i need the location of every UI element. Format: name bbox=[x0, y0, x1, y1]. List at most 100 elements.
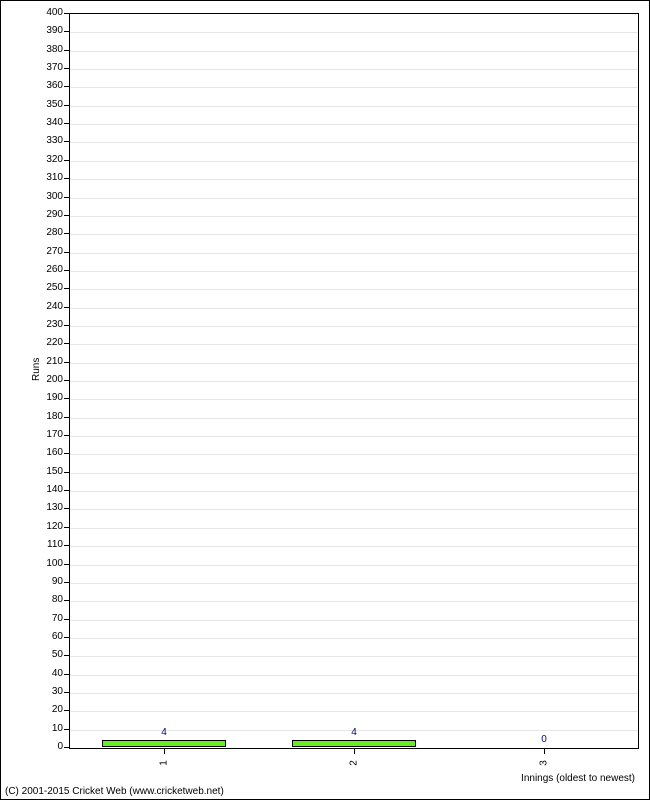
y-tick-mark bbox=[64, 50, 69, 51]
plot-area bbox=[69, 13, 639, 749]
y-tick-label: 340 bbox=[23, 118, 63, 128]
gridline bbox=[70, 32, 638, 33]
gridline bbox=[70, 51, 638, 52]
y-tick-mark bbox=[64, 270, 69, 271]
y-tick-label: 150 bbox=[23, 467, 63, 477]
gridline bbox=[70, 675, 638, 676]
y-tick-label: 180 bbox=[23, 412, 63, 422]
y-tick-label: 90 bbox=[23, 577, 63, 587]
y-tick-label: 250 bbox=[23, 283, 63, 293]
gridline bbox=[70, 528, 638, 529]
y-tick-label: 360 bbox=[23, 81, 63, 91]
y-tick-mark bbox=[64, 252, 69, 253]
y-tick-mark bbox=[64, 105, 69, 106]
y-tick-label: 70 bbox=[23, 614, 63, 624]
y-tick-mark bbox=[64, 747, 69, 748]
gridline bbox=[70, 198, 638, 199]
y-tick-mark bbox=[64, 453, 69, 454]
gridline bbox=[70, 216, 638, 217]
gridline bbox=[70, 656, 638, 657]
gridline bbox=[70, 711, 638, 712]
x-tick-label: 1 bbox=[159, 760, 170, 766]
y-tick-mark bbox=[64, 343, 69, 344]
bar bbox=[102, 740, 226, 747]
y-tick-label: 230 bbox=[23, 320, 63, 330]
x-tick-label: 3 bbox=[539, 760, 550, 766]
y-tick-label: 10 bbox=[23, 724, 63, 734]
y-tick-label: 140 bbox=[23, 485, 63, 495]
y-tick-label: 310 bbox=[23, 173, 63, 183]
y-tick-mark bbox=[64, 435, 69, 436]
gridline bbox=[70, 326, 638, 327]
x-tick-mark bbox=[164, 749, 165, 754]
y-tick-mark bbox=[64, 637, 69, 638]
gridline bbox=[70, 454, 638, 455]
y-tick-mark bbox=[64, 710, 69, 711]
y-tick-label: 60 bbox=[23, 632, 63, 642]
y-tick-mark bbox=[64, 215, 69, 216]
bar-value-label: 4 bbox=[161, 727, 167, 738]
gridline bbox=[70, 546, 638, 547]
bar-value-label: 0 bbox=[541, 734, 547, 745]
y-tick-mark bbox=[64, 545, 69, 546]
gridline bbox=[70, 289, 638, 290]
y-tick-mark bbox=[64, 600, 69, 601]
y-tick-mark bbox=[64, 472, 69, 473]
y-tick-mark bbox=[64, 197, 69, 198]
y-tick-mark bbox=[64, 160, 69, 161]
gridline bbox=[70, 473, 638, 474]
y-tick-label: 350 bbox=[23, 100, 63, 110]
gridline bbox=[70, 399, 638, 400]
y-tick-label: 20 bbox=[23, 705, 63, 715]
gridline bbox=[70, 179, 638, 180]
y-tick-mark bbox=[64, 307, 69, 308]
y-tick-mark bbox=[64, 582, 69, 583]
gridline bbox=[70, 124, 638, 125]
gridline bbox=[70, 381, 638, 382]
y-tick-mark bbox=[64, 86, 69, 87]
y-tick-label: 280 bbox=[23, 228, 63, 238]
gridline bbox=[70, 161, 638, 162]
y-tick-mark bbox=[64, 31, 69, 32]
y-tick-label: 290 bbox=[23, 210, 63, 220]
y-tick-mark bbox=[64, 178, 69, 179]
y-tick-mark bbox=[64, 123, 69, 124]
gridline bbox=[70, 418, 638, 419]
gridline bbox=[70, 565, 638, 566]
y-tick-mark bbox=[64, 490, 69, 491]
y-tick-label: 270 bbox=[23, 247, 63, 257]
y-tick-mark bbox=[64, 398, 69, 399]
y-tick-mark bbox=[64, 325, 69, 326]
y-tick-label: 300 bbox=[23, 192, 63, 202]
gridline bbox=[70, 271, 638, 272]
y-tick-label: 380 bbox=[23, 45, 63, 55]
y-tick-label: 50 bbox=[23, 650, 63, 660]
gridline bbox=[70, 234, 638, 235]
y-tick-mark bbox=[64, 655, 69, 656]
y-tick-mark bbox=[64, 527, 69, 528]
x-tick-mark bbox=[544, 749, 545, 754]
y-tick-mark bbox=[64, 674, 69, 675]
y-tick-label: 120 bbox=[23, 522, 63, 532]
bar bbox=[292, 740, 416, 747]
y-tick-label: 100 bbox=[23, 559, 63, 569]
x-tick-label: 2 bbox=[349, 760, 360, 766]
bar-value-label: 4 bbox=[351, 727, 357, 738]
y-tick-mark bbox=[64, 619, 69, 620]
gridline bbox=[70, 344, 638, 345]
gridline bbox=[70, 363, 638, 364]
gridline bbox=[70, 142, 638, 143]
y-tick-mark bbox=[64, 692, 69, 693]
y-tick-label: 260 bbox=[23, 265, 63, 275]
y-tick-label: 240 bbox=[23, 302, 63, 312]
gridline bbox=[70, 638, 638, 639]
gridline bbox=[70, 87, 638, 88]
gridline bbox=[70, 620, 638, 621]
y-tick-label: 110 bbox=[23, 540, 63, 550]
y-tick-label: 170 bbox=[23, 430, 63, 440]
gridline bbox=[70, 308, 638, 309]
x-axis-label: Innings (oldest to newest) bbox=[521, 773, 635, 784]
y-tick-label: 200 bbox=[23, 375, 63, 385]
y-tick-mark bbox=[64, 288, 69, 289]
y-tick-mark bbox=[64, 508, 69, 509]
